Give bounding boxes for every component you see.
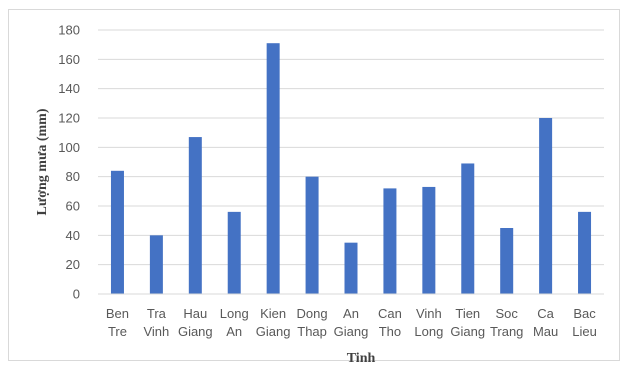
x-tick-label: Vinh xyxy=(143,324,169,339)
y-tick-label: 40 xyxy=(66,228,80,243)
y-tick-label: 60 xyxy=(66,199,80,214)
y-axis-ticks: 0 20 40 60 80 100 120 140 160 180 xyxy=(58,23,80,302)
bar-ca-mau xyxy=(539,118,553,294)
bar-hau-giang xyxy=(188,137,202,294)
x-tick-label: Ben xyxy=(106,306,129,321)
y-tick-label: 180 xyxy=(58,23,80,38)
x-tick-label: Vinh xyxy=(416,306,442,321)
bar-an-giang xyxy=(344,242,358,294)
x-tick-label: Soc xyxy=(495,306,518,321)
x-tick-label: An xyxy=(226,324,242,339)
x-tick-label: Tien xyxy=(455,306,480,321)
x-tick-label: Trang xyxy=(490,324,523,339)
x-tick-label: Dong xyxy=(297,306,328,321)
y-tick-label: 100 xyxy=(58,140,80,155)
y-tick-label: 80 xyxy=(66,169,80,184)
y-tick-label: 140 xyxy=(58,81,80,96)
x-tick-label: Giang xyxy=(334,324,369,339)
x-tick-label: Tho xyxy=(379,324,401,339)
x-tick-label: Lieu xyxy=(572,324,597,339)
bars xyxy=(110,43,592,295)
y-tick-label: 20 xyxy=(66,257,80,272)
y-tick-label: 0 xyxy=(73,287,80,302)
y-axis-title: Lượng mưa (mm) xyxy=(35,108,50,215)
bar-can-tho xyxy=(383,188,397,294)
x-tick-label: Long xyxy=(220,306,249,321)
bar-vinh-long xyxy=(422,186,436,294)
x-tick-label: Thap xyxy=(297,324,327,339)
bar-ben-tre xyxy=(110,170,124,294)
gridlines xyxy=(98,29,604,266)
bar-kien-giang xyxy=(266,43,280,295)
x-axis-ticks: Ben Tre Tra Vinh Hau Giang Long An Kien Giang Dong… xyxy=(106,306,597,339)
x-tick-label: Kien xyxy=(260,306,286,321)
x-axis-title: Tinh xyxy=(347,351,376,366)
bar-bac-lieu xyxy=(578,211,592,294)
x-tick-label: An xyxy=(343,306,359,321)
x-tick-label: Bac xyxy=(573,306,596,321)
bar-soc-trang xyxy=(500,228,514,294)
x-tick-label: Can xyxy=(378,306,402,321)
x-tick-label: Ca xyxy=(537,306,554,321)
x-tick-label: Giang xyxy=(178,324,213,339)
x-tick-label: Long xyxy=(414,324,443,339)
bar-tra-vinh xyxy=(149,235,163,294)
x-tick-label: Mau xyxy=(533,324,558,339)
bar-long-an xyxy=(227,211,241,294)
x-tick-label: Giang xyxy=(256,324,291,339)
bar-dong-thap xyxy=(305,176,319,294)
x-tick-label: Giang xyxy=(450,324,485,339)
y-tick-label: 120 xyxy=(58,111,80,126)
x-tick-label: Tre xyxy=(108,324,127,339)
y-tick-label: 160 xyxy=(58,52,80,67)
x-tick-label: Tra xyxy=(147,306,167,321)
bar-tien-giang xyxy=(461,163,475,294)
x-tick-label: Hau xyxy=(183,306,207,321)
